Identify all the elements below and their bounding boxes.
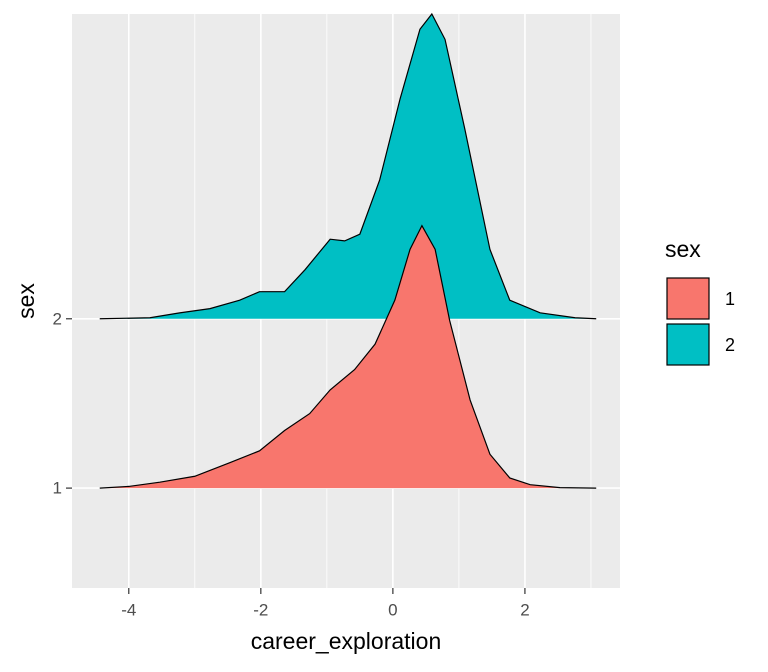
legend-label: 1	[725, 289, 735, 309]
x-axis-title: career_exploration	[251, 628, 442, 654]
y-tick-label: 1	[53, 479, 62, 498]
density-outline	[99, 224, 597, 489]
x-tick-label: -4	[121, 600, 136, 619]
x-tick-label: -2	[253, 600, 268, 619]
y-axis-title: sex	[13, 283, 39, 319]
legend-label: 2	[725, 335, 735, 355]
legend-title: sex	[665, 236, 701, 262]
legend-key	[666, 277, 710, 320]
legend-key	[666, 323, 710, 366]
density-area	[99, 225, 597, 489]
x-tick-label: 0	[388, 600, 397, 619]
y-tick-label: 2	[53, 309, 62, 328]
x-tick-label: 2	[520, 600, 529, 619]
density-outline	[99, 12, 597, 320]
density-area	[99, 14, 597, 319]
